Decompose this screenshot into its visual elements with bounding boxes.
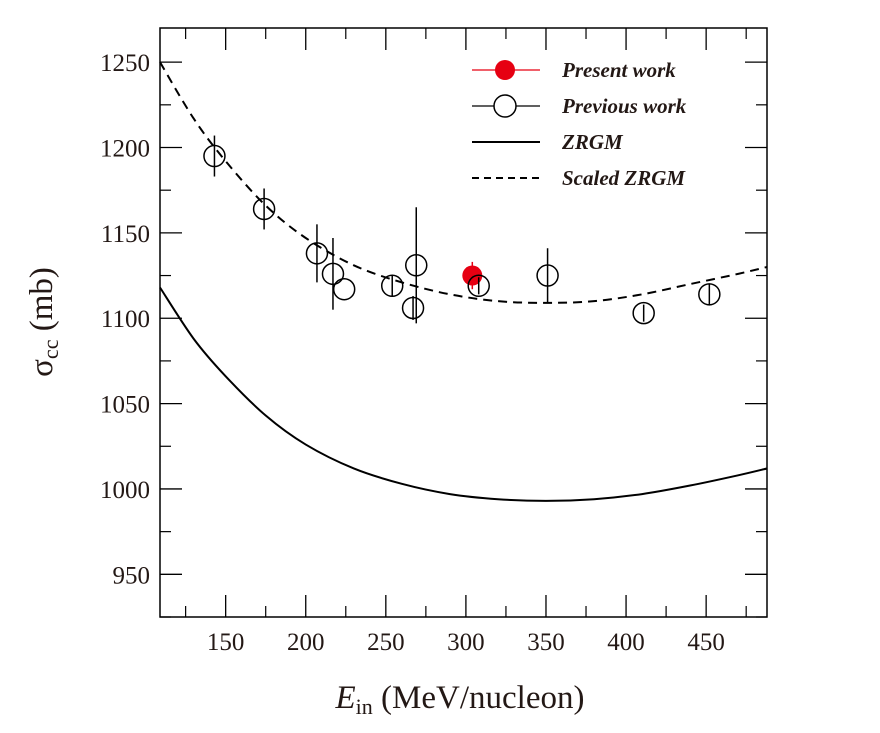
data-points <box>203 135 721 325</box>
curves <box>159 61 768 502</box>
present-work-legend-marker <box>495 60 515 80</box>
previous-work-point <box>321 262 345 286</box>
y-tick-label: 1200 <box>100 136 150 163</box>
x-tick-label: 250 <box>367 629 405 656</box>
y-tick-label: 1100 <box>101 306 150 333</box>
y-tick-label: 1000 <box>100 477 150 504</box>
x-tick-label: 200 <box>287 629 325 656</box>
previous-work-point <box>332 277 356 301</box>
zrgm-curve <box>159 286 768 502</box>
previous-work-legend-label: Previous work <box>561 94 687 118</box>
previous-work-point <box>467 274 490 298</box>
x-tick-label: 450 <box>687 629 725 656</box>
legend: Present work Previous work ZRGM Scaled ZRGM <box>472 58 687 190</box>
x-tick-label: 350 <box>527 629 565 656</box>
previous-work-point <box>401 296 425 320</box>
scaled-zrgm-legend-label: Scaled ZRGM <box>562 166 686 190</box>
x-tick-label: 400 <box>607 629 645 656</box>
y-tick-label: 1150 <box>101 221 150 248</box>
previous-work-point <box>380 274 404 298</box>
zrgm-legend-label: ZRGM <box>561 130 624 154</box>
previous-work-point <box>405 254 428 277</box>
y-tick-label: 950 <box>113 562 151 589</box>
present-work-legend-label: Present work <box>561 58 676 82</box>
previous-work-point <box>252 197 276 221</box>
x-tick-label: 150 <box>207 629 245 656</box>
x-tick-label: 300 <box>447 629 485 656</box>
previous-work-point <box>305 242 329 265</box>
previous-work-point <box>536 264 559 287</box>
y-tick-label: 1250 <box>100 50 150 77</box>
previous-work-legend-marker <box>493 94 517 118</box>
previous-work-point <box>203 144 226 168</box>
x-axis-title: Ein (MeV/nucleon) <box>335 680 585 719</box>
y-axis-title: σcc (mb) <box>24 267 63 377</box>
y-tick-label: 1050 <box>100 392 150 419</box>
axis-ticks: 150 200 250 300 350 400 450 950 1000 1050 1100 1150… <box>100 28 767 656</box>
previous-work-point <box>698 283 721 306</box>
plot-frame <box>159 27 768 618</box>
present-work-point <box>462 265 483 286</box>
previous-work-point <box>632 301 655 325</box>
